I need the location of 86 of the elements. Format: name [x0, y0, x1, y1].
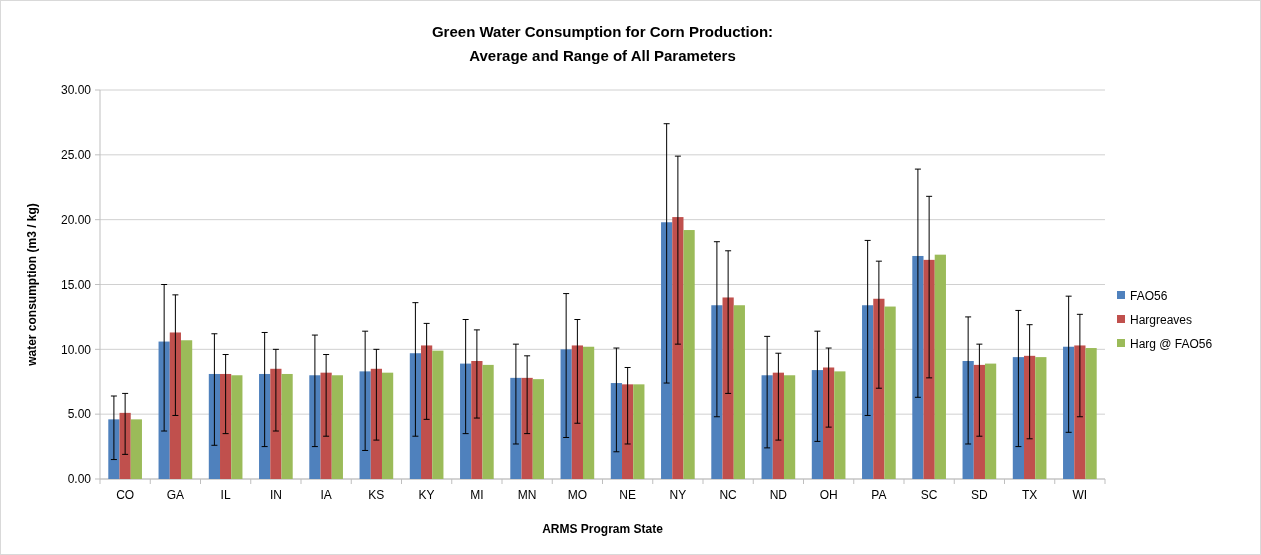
x-tick-label: MN [517, 488, 537, 502]
bar [633, 384, 645, 479]
bar [984, 363, 997, 479]
bar [571, 345, 583, 479]
bar [672, 217, 684, 479]
y-tick-label: 5.00 [67, 407, 92, 422]
x-tick-label: WI [1072, 488, 1088, 502]
legend-label: FAO56 [1130, 289, 1168, 304]
bar [1024, 355, 1036, 479]
bar [370, 368, 382, 479]
x-tick-label: NY [669, 488, 687, 502]
x-tick-label: KY [418, 488, 435, 502]
bar [259, 373, 271, 479]
y-axis-title: water consumption (m3 / kg) [25, 203, 39, 367]
chart-title: Green Water Consumption for Corn Production: Average and Range of All Parameters [431, 23, 774, 64]
bar [331, 375, 343, 479]
bar [683, 230, 695, 479]
bar [884, 306, 896, 479]
bar [811, 370, 824, 479]
bar [320, 372, 332, 479]
x-tick-label: IL [220, 488, 231, 502]
bar [962, 361, 974, 479]
bar [722, 297, 734, 479]
y-tick-label: 25.00 [60, 148, 92, 163]
legend-label: Hargreaves [1130, 313, 1193, 328]
y-tick-label: 15.00 [60, 277, 92, 292]
x-tick-label: KS [368, 488, 385, 502]
bar [1063, 346, 1075, 479]
bar [610, 383, 623, 479]
bar [973, 364, 985, 479]
bar [834, 371, 846, 479]
bar [482, 364, 494, 479]
x-tick-label: NC [719, 488, 738, 502]
x-tick-label: NE [619, 488, 636, 502]
bar [359, 371, 371, 479]
bar [421, 345, 433, 479]
x-tick-label: ND [769, 488, 788, 502]
bar [208, 373, 221, 479]
bar [582, 346, 595, 479]
bar [661, 222, 673, 479]
legend-label: Harg @ FAO56 [1130, 337, 1213, 352]
bar [622, 384, 634, 479]
x-tick-label: TX [1021, 488, 1038, 502]
bar [823, 367, 835, 479]
x-tick-label: MI [470, 488, 484, 502]
bar [432, 350, 444, 479]
x-tick-label: IN [269, 488, 282, 502]
bar [761, 375, 773, 479]
bar [1085, 348, 1097, 479]
y-tick-label: 30.00 [60, 83, 92, 98]
bar [862, 305, 874, 479]
bar [381, 372, 394, 479]
x-tick-label: CO [116, 488, 135, 502]
bar [220, 373, 232, 479]
bar [1012, 357, 1025, 479]
x-tick-label: SC [920, 488, 938, 502]
bar [1074, 345, 1086, 479]
y-tick-label: 0.00 [67, 472, 92, 487]
y-tick-label: 20.00 [60, 212, 92, 227]
bar [733, 305, 745, 479]
bar [772, 372, 784, 479]
y-tick-label: 10.00 [60, 342, 92, 357]
bar [130, 419, 142, 479]
bar [560, 349, 572, 479]
x-tick-label: IA [320, 488, 332, 502]
bar [873, 298, 885, 479]
x-axis-title: ARMS Program State [542, 522, 664, 536]
x-tick-label: OH [819, 488, 838, 502]
bar [934, 254, 946, 479]
bar [231, 375, 243, 479]
bar [471, 361, 483, 479]
x-tick-label: GA [166, 488, 185, 502]
x-tick-label: PA [871, 488, 887, 502]
bar [409, 353, 422, 479]
bar [521, 377, 533, 479]
bar [783, 375, 796, 479]
bar [460, 363, 472, 479]
bar [158, 341, 170, 479]
bar [532, 379, 544, 479]
bar [281, 373, 293, 479]
bar [180, 340, 193, 479]
bar [169, 332, 181, 479]
bar [1035, 357, 1047, 479]
x-tick-label: SD [971, 488, 989, 502]
x-tick-label: MO [567, 488, 588, 502]
bar [923, 259, 935, 479]
